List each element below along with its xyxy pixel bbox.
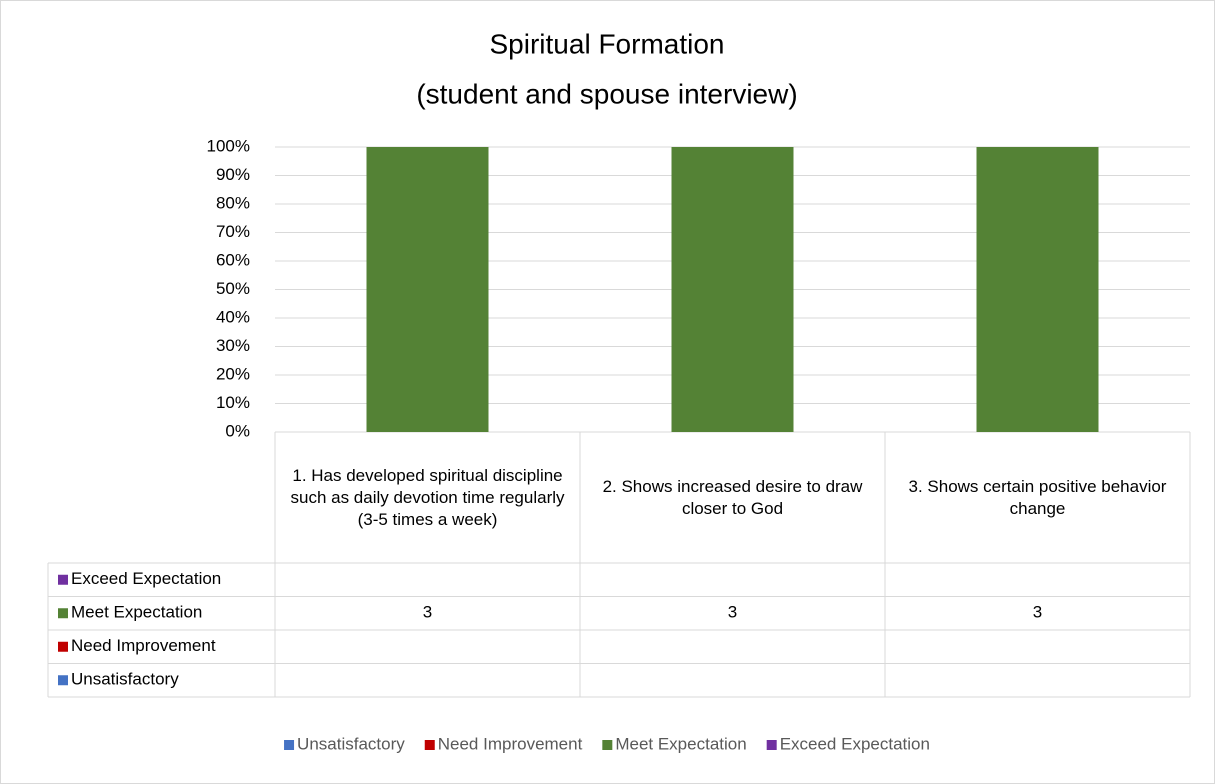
y-tick-label: 0% (225, 421, 250, 440)
y-tick-label: 50% (216, 279, 250, 298)
y-tick-label: 40% (216, 307, 250, 326)
legend-key (58, 574, 68, 585)
chart-title: Spiritual Formation (490, 28, 725, 59)
y-tick-label: 90% (216, 165, 250, 184)
legend-label: Unsatisfactory (297, 734, 405, 753)
data-table-value: 3 (423, 603, 432, 622)
table-row-label: Unsatisfactory (71, 670, 179, 689)
y-tick-label: 20% (216, 364, 250, 383)
y-tick-label: 10% (216, 393, 250, 412)
chart-subtitle: (student and spouse interview) (416, 78, 797, 109)
legend-key (284, 740, 295, 750)
data-table-value: 3 (1033, 603, 1042, 622)
legend-label: Meet Expectation (615, 734, 746, 753)
legend-key (766, 740, 777, 750)
x-tick-label: 3. Shows certain positive behavior chang… (908, 476, 1167, 518)
y-tick-label: 80% (216, 193, 250, 212)
table-row-label: Meet Expectation (71, 603, 202, 622)
x-tick-label: 2. Shows increased desire to draw closer… (602, 476, 863, 518)
table-row-label: Need Improvement (71, 636, 216, 655)
y-tick-label: 100% (207, 136, 250, 155)
bar-segment (976, 147, 1099, 432)
legend-label: Exceed Expectation (780, 734, 930, 753)
legend-key (58, 608, 68, 619)
bar-segment (671, 147, 794, 432)
bar-segment (366, 147, 489, 432)
y-tick-label: 60% (216, 250, 250, 269)
legend-key (58, 641, 68, 652)
legend-key (602, 740, 613, 750)
y-tick-label: 70% (216, 222, 250, 241)
y-tick-label: 30% (216, 336, 250, 355)
legend-key (424, 740, 435, 750)
legend-label: Need Improvement (438, 734, 583, 753)
legend-key (58, 675, 68, 686)
data-table-value: 3 (728, 603, 737, 622)
table-row-label: Exceed Expectation (71, 569, 221, 588)
x-tick-label: 1. Has developed spiritual discipline su… (290, 465, 565, 529)
